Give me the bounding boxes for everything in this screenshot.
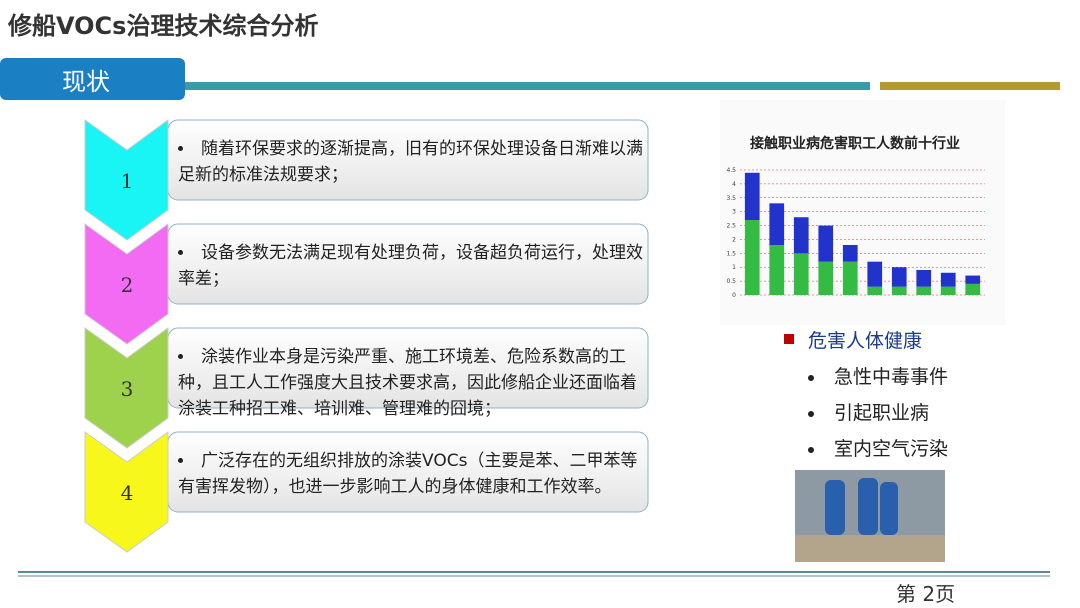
square-bullet <box>784 334 794 344</box>
bar-segment <box>867 261 883 287</box>
y-tick-label: 2 <box>732 236 736 243</box>
photo-figure <box>880 482 898 535</box>
bar-segment <box>793 217 809 254</box>
chevron <box>84 327 169 449</box>
bar-segment <box>744 172 760 220</box>
item-number: 2 <box>121 273 134 297</box>
y-tick-label: 2.5 <box>726 223 736 230</box>
bar-segment <box>744 220 760 295</box>
bar-segment <box>916 270 932 287</box>
bar-segment <box>818 261 834 295</box>
hazard-item: 室内空气污染 <box>808 434 948 461</box>
slide-title: 修船VOCs治理技术综合分析 <box>8 12 319 40</box>
bar-segment <box>891 267 907 287</box>
section-tab <box>0 58 185 100</box>
bar-segment <box>940 286 956 295</box>
bar-segment <box>867 286 883 295</box>
chevron <box>84 119 169 241</box>
y-tick-label: 1 <box>732 264 736 271</box>
item-text: 设备参数无法满足现有处理负荷，设备超负荷运行，处理效率差； <box>178 243 643 289</box>
y-tick-label: 3 <box>732 209 736 216</box>
y-tick-label: 1.5 <box>726 250 736 257</box>
bar-segment <box>842 261 858 295</box>
bar-segment <box>793 253 809 295</box>
item-text: 广泛存在的无组织排放的涂装VOCs（主要是苯、二甲苯等有害挥发物），也进一步影响… <box>178 451 638 497</box>
y-tick-label: 3.5 <box>726 195 736 202</box>
hazard-heading: 危害人体健康 <box>808 330 923 352</box>
photo-figure <box>825 480 845 535</box>
bar-segment <box>769 203 785 245</box>
photo-figure <box>858 478 878 535</box>
header-bar-accent <box>880 82 1060 90</box>
bar-segment <box>842 245 858 262</box>
y-tick-label: 4.5 <box>726 167 736 174</box>
bar-segment <box>940 272 956 287</box>
bar-segment <box>916 286 932 295</box>
bar-segment <box>965 275 981 284</box>
hazard-item: 引起职业病 <box>808 398 929 425</box>
item-number: 4 <box>121 481 134 505</box>
bar-segment <box>818 225 834 262</box>
item-number: 1 <box>121 169 134 193</box>
item-text: 涂装作业本身是污染严重、施工环境差、危险系数高的工种，且工人工作强度大且技术要求… <box>178 347 637 419</box>
bar-segment <box>965 283 981 295</box>
photo-ground <box>795 535 945 562</box>
y-tick-label: 4 <box>732 181 736 188</box>
y-tick-label: 0 <box>732 292 736 299</box>
bar-segment <box>891 286 907 295</box>
item-text: 随着环保要求的逐渐提高，旧有的环保处理设备日渐难以满足新的标准法规要求； <box>178 139 643 185</box>
chart-image <box>720 100 1005 325</box>
chevron <box>84 431 169 553</box>
item-number: 3 <box>121 377 134 401</box>
chevron <box>84 223 169 345</box>
chart-title: 接触职业病危害职工人数前十行业 <box>750 135 960 152</box>
section-label: 现状 <box>62 68 110 96</box>
y-tick-label: 0.5 <box>726 278 736 285</box>
page-number: 第 2页 <box>896 582 956 606</box>
hazard-item: 急性中毒事件 <box>808 362 948 389</box>
bar-segment <box>769 245 785 295</box>
header-bar <box>185 82 870 90</box>
